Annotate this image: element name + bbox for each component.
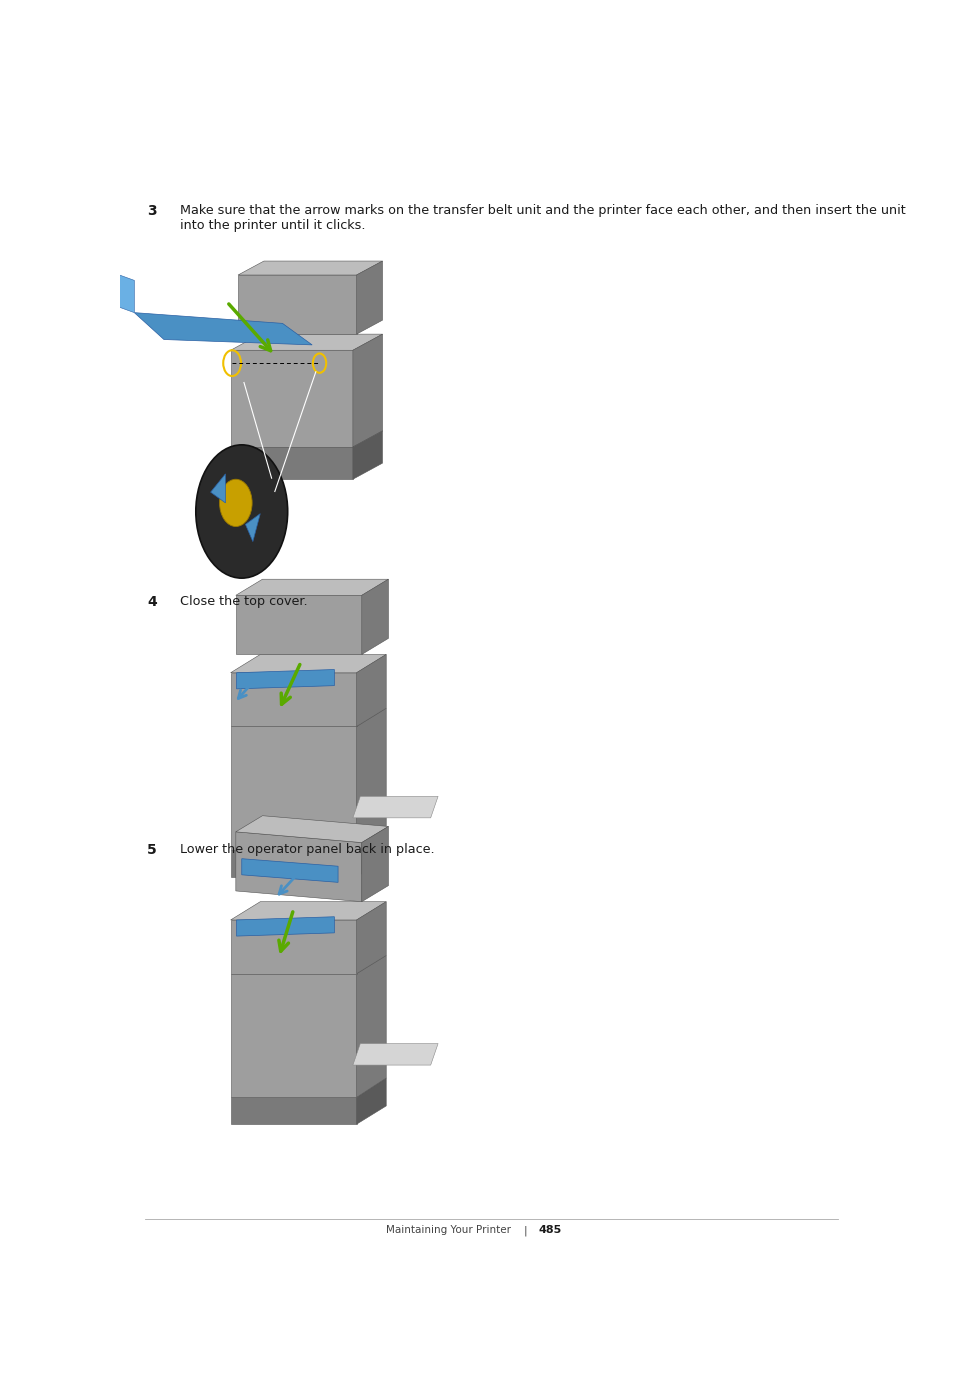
Polygon shape [357,831,386,877]
Polygon shape [238,261,382,275]
Polygon shape [230,920,357,974]
Polygon shape [357,1078,386,1124]
Polygon shape [236,815,388,843]
Text: Lower the operator panel back in place.: Lower the operator panel back in place. [181,843,435,856]
Polygon shape [238,275,357,334]
Text: into the printer until it clicks.: into the printer until it clicks. [181,219,366,232]
Polygon shape [357,708,386,850]
Polygon shape [230,850,357,877]
Polygon shape [361,826,388,902]
Polygon shape [357,655,386,726]
Polygon shape [230,447,353,479]
Polygon shape [236,579,388,595]
Polygon shape [236,917,335,937]
Polygon shape [236,670,335,688]
Polygon shape [104,269,134,313]
Polygon shape [230,1097,357,1124]
Polygon shape [357,902,386,974]
Text: Close the top cover.: Close the top cover. [181,595,308,609]
Text: 5: 5 [147,843,157,857]
Polygon shape [230,673,357,726]
Circle shape [196,445,288,578]
Polygon shape [246,514,260,542]
Polygon shape [230,902,386,920]
Polygon shape [353,431,382,479]
Polygon shape [236,595,361,655]
Polygon shape [230,726,357,850]
Polygon shape [242,859,338,882]
Polygon shape [210,473,226,503]
Polygon shape [357,261,382,334]
Polygon shape [357,955,386,1097]
Polygon shape [353,334,382,447]
Polygon shape [353,796,438,818]
Text: Make sure that the arrow marks on the transfer belt unit and the printer face ea: Make sure that the arrow marks on the tr… [181,204,906,216]
Polygon shape [230,974,357,1097]
Polygon shape [353,1044,438,1065]
Text: |: | [523,1226,527,1235]
Text: Maintaining Your Printer: Maintaining Your Printer [386,1226,511,1235]
Text: 485: 485 [538,1226,561,1235]
Polygon shape [236,832,361,902]
Polygon shape [134,313,312,345]
Polygon shape [230,350,353,447]
Circle shape [220,479,252,526]
Polygon shape [361,579,388,655]
Polygon shape [230,334,382,350]
Text: 4: 4 [147,595,157,609]
Text: 3: 3 [147,204,157,218]
Polygon shape [230,655,386,673]
